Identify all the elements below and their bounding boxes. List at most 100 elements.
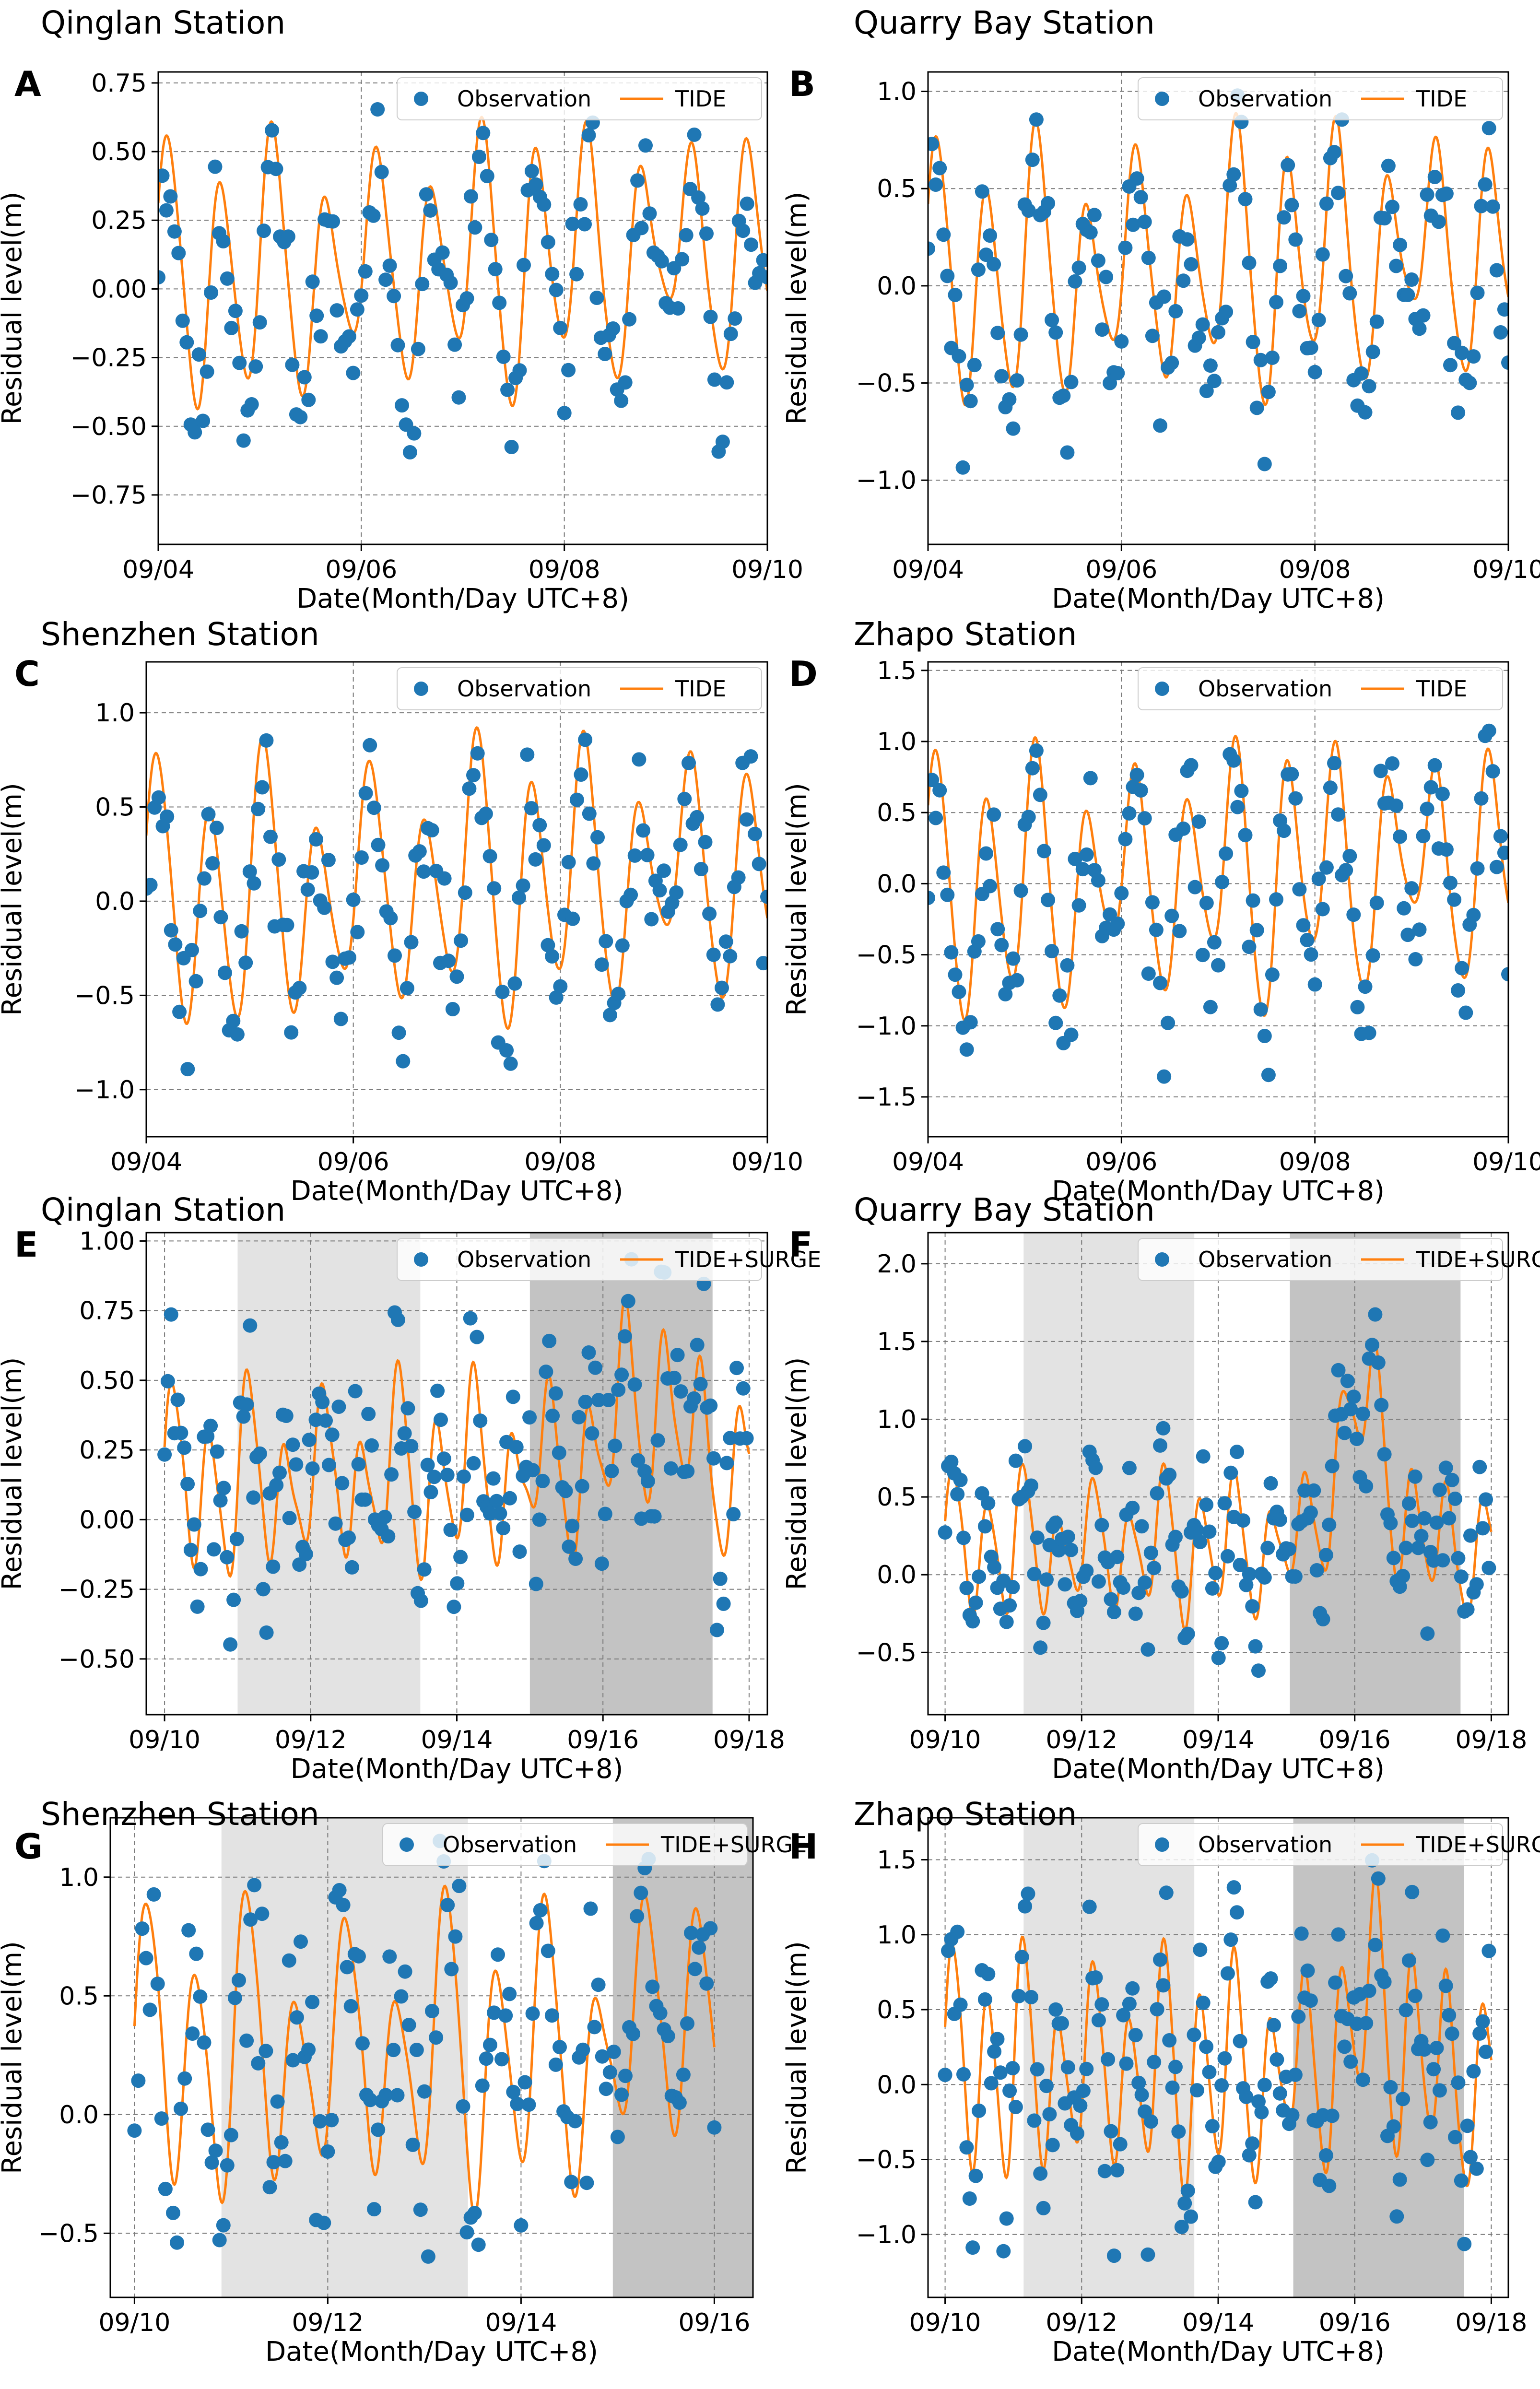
observation-point [467, 2206, 482, 2221]
observation-point [928, 773, 940, 788]
observation-point [521, 2097, 536, 2112]
observation-point [342, 950, 356, 965]
observation-point [462, 781, 477, 796]
observation-point [1150, 1486, 1164, 1501]
observation-point [1140, 2247, 1155, 2262]
observation-point [226, 1013, 241, 1028]
observation-point [583, 1901, 598, 1916]
observation-point [1442, 1511, 1457, 1526]
observation-point [1386, 1551, 1401, 1565]
observation-point [936, 865, 951, 880]
panel-e: 09/10 09/12 09/14 09/16 09/18 −0.50 −0.25 0.00 0… [0, 1191, 821, 1785]
observation-point [1048, 325, 1063, 340]
observation-point [1114, 886, 1129, 901]
panel-title: Quarry Bay Station [854, 4, 1155, 41]
observation-point [740, 196, 754, 211]
observation-point [230, 1027, 245, 1042]
observation-point [972, 1569, 987, 1584]
observation-point [1470, 285, 1485, 300]
observation-point [1122, 1460, 1137, 1475]
observation-point [475, 2078, 490, 2093]
observation-point [363, 2093, 377, 2107]
legend-observation-label: Observation [1198, 1832, 1332, 1858]
observation-point [608, 1438, 623, 1453]
observation-point [313, 2114, 328, 2129]
observation-point [1033, 2166, 1048, 2181]
observation-point [468, 220, 482, 235]
observation-point [1129, 171, 1144, 186]
observation-point [928, 241, 935, 256]
observation-point [1501, 967, 1508, 982]
legend-observation-label: Observation [457, 86, 591, 112]
observation-point [234, 924, 249, 939]
observation-point [693, 1377, 708, 1391]
observation-point [1359, 1479, 1374, 1494]
observation-point [453, 1550, 468, 1565]
observation-point [236, 433, 251, 448]
observation-point [1371, 1355, 1386, 1370]
observation-point [470, 746, 485, 761]
observation-point [1355, 1406, 1370, 1421]
observation-point [1157, 289, 1172, 304]
observation-point [503, 1056, 518, 1071]
observation-point [174, 2101, 188, 2116]
x-tick-label: 09/18 [1455, 1726, 1527, 1754]
observation-point [441, 953, 456, 968]
observation-point [1272, 1512, 1287, 1527]
y-tick-label: −0.25 [59, 1576, 135, 1604]
observation-point [1331, 807, 1346, 822]
observation-point [558, 1483, 573, 1498]
observation-point [618, 2069, 633, 2083]
observation-point [324, 2113, 339, 2128]
observation-point [1481, 121, 1496, 136]
shaded-interval-2 [1290, 1233, 1461, 1715]
observation-point [1318, 1548, 1333, 1563]
observation-point [618, 375, 633, 390]
observation-point [932, 161, 947, 176]
observation-point [1423, 2115, 1438, 2130]
observation-point [529, 177, 543, 192]
observation-point [1319, 860, 1334, 875]
observation-point [1217, 1496, 1232, 1511]
observation-point [1153, 418, 1167, 433]
observation-point [466, 1456, 481, 1471]
observation-point [1236, 1513, 1250, 1528]
observation-point [634, 1885, 648, 1900]
observation-point [1377, 1975, 1392, 1989]
panel-label: D [789, 654, 818, 694]
legend-model-label: TIDE [1416, 676, 1467, 702]
observation-point [1251, 1663, 1266, 1678]
observation-point [157, 1447, 172, 1462]
observation-point [739, 812, 754, 827]
model-series-line [928, 734, 1508, 1022]
observation-point [719, 375, 734, 390]
observation-point [179, 335, 194, 350]
legend-box [1138, 1823, 1503, 1866]
x-tick-label: 09/10 [129, 1726, 200, 1754]
observation-point [142, 2002, 157, 2017]
observation-point [1343, 1402, 1358, 1417]
observation-point [1261, 385, 1276, 400]
observation-point [529, 1577, 543, 1591]
observation-point [354, 288, 369, 303]
observation-point [502, 1987, 517, 2001]
observation-point [1143, 2114, 1158, 2129]
panel-title: Qinglan Station [41, 1191, 285, 1228]
observation-point [706, 1451, 721, 1466]
observation-point [1365, 948, 1380, 963]
observation-point [335, 1476, 350, 1491]
observation-point [1493, 829, 1508, 844]
observation-point [160, 809, 175, 824]
observation-point [239, 2033, 254, 2048]
legend: Observation TIDE+SURGE [1138, 1823, 1540, 1866]
observation-point [188, 425, 202, 440]
observation-point [1457, 2236, 1472, 2251]
panel-g: 09/10 09/12 09/14 09/16 −0.5 0.0 0.5 1.0 Date(Mo… [0, 1796, 807, 2367]
observation-point [170, 1392, 185, 1407]
y-tick-label: 0.5 [877, 1996, 917, 2024]
observation-point [565, 911, 580, 926]
observation-point [1156, 1421, 1171, 1436]
observation-point [305, 1995, 320, 2010]
observation-point [220, 1550, 235, 1565]
observation-point [645, 1979, 660, 1994]
